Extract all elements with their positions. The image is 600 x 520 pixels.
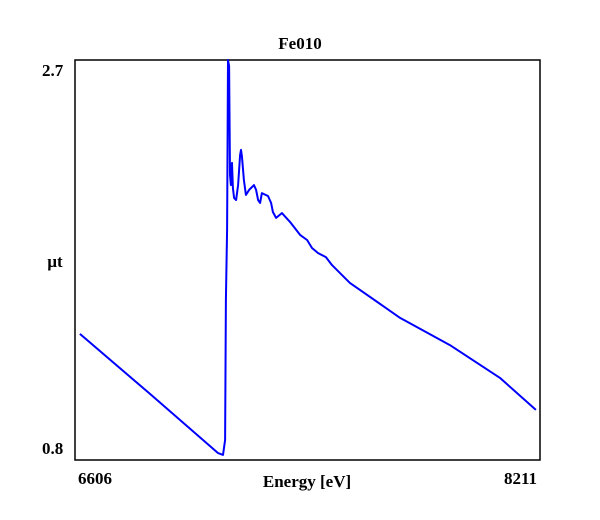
x-tick-label-max: 8211 <box>504 469 537 488</box>
x-tick-label-min: 6606 <box>78 469 112 488</box>
y-axis-label: µt <box>47 252 63 271</box>
chart-title: Fe010 <box>278 34 321 53</box>
series-line-fe010 <box>79 59 537 456</box>
plot-frame <box>74 59 541 461</box>
y-tick-label-min: 0.8 <box>42 439 63 458</box>
x-axis-label: Energy [eV] <box>263 472 351 491</box>
y-tick-label-max: 2.7 <box>42 61 64 80</box>
